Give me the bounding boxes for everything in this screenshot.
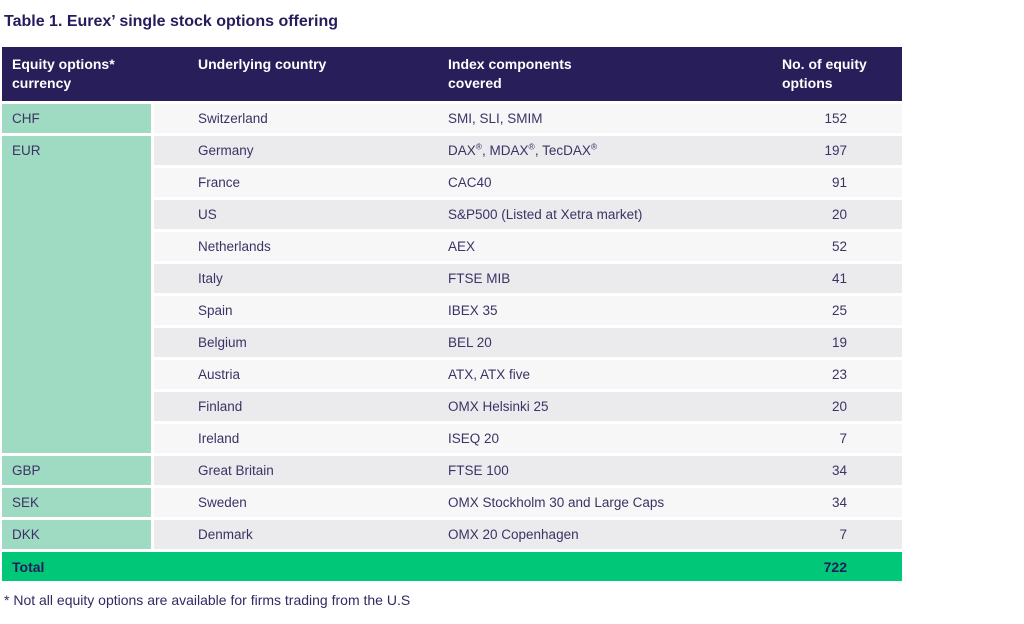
index-cell: OMX Stockholm 30 and Large Caps [448, 488, 782, 517]
header-count: No. of equity options [782, 47, 902, 101]
index-cell: OMX Helsinki 25 [448, 392, 782, 421]
header-currency: Equity options* currency [2, 47, 154, 101]
page: Table 1. Eurex’ single stock options off… [2, 13, 902, 608]
table-row: Finland OMX Helsinki 25 20 [2, 392, 902, 421]
index-cell: OMX 20 Copenhagen [448, 520, 782, 549]
currency-cell: SEK [2, 488, 154, 517]
table-row: Belgium BEL 20 19 [2, 328, 902, 357]
currency-cell: GBP [2, 456, 154, 485]
table-row: DKK Denmark OMX 20 Copenhagen 7 [2, 520, 902, 549]
currency-cell: EUR [2, 136, 154, 453]
count-cell: 7 [782, 520, 902, 549]
country-cell: France [154, 168, 448, 197]
currency-cell: CHF [2, 104, 154, 133]
index-cell: FTSE 100 [448, 456, 782, 485]
table-row: Italy FTSE MIB 41 [2, 264, 902, 293]
table-row: US S&P500 (Listed at Xetra market) 20 [2, 200, 902, 229]
index-cell: AEX [448, 232, 782, 261]
table-row: Ireland ISEQ 20 7 [2, 424, 902, 453]
count-cell: 34 [782, 456, 902, 485]
country-cell: Sweden [154, 488, 448, 517]
index-cell: BEL 20 [448, 328, 782, 357]
index-cell: ATX, ATX five [448, 360, 782, 389]
index-cell: SMI, SLI, SMIM [448, 104, 782, 133]
table-body: CHF Switzerland SMI, SLI, SMIM 152 EUR G… [2, 104, 902, 549]
table-footer: Total 722 [2, 552, 902, 581]
footnote: * Not all equity options are available f… [4, 592, 411, 608]
index-cell: FTSE MIB [448, 264, 782, 293]
table-title: Table 1. Eurex’ single stock options off… [4, 13, 338, 30]
header-row: Equity options* currency Underlying coun… [2, 47, 902, 101]
table-header: Equity options* currency Underlying coun… [2, 47, 902, 101]
country-cell: Austria [154, 360, 448, 389]
index-cell: ISEQ 20 [448, 424, 782, 453]
count-cell: 19 [782, 328, 902, 357]
count-cell: 25 [782, 296, 902, 325]
index-cell: DAX®, MDAX®, TecDAX® [448, 136, 782, 165]
count-cell: 52 [782, 232, 902, 261]
country-cell: Denmark [154, 520, 448, 549]
count-cell: 34 [782, 488, 902, 517]
currency-cell: DKK [2, 520, 154, 549]
header-index: Index components covered [448, 47, 782, 101]
count-cell: 7 [782, 424, 902, 453]
total-value-cell: 722 [782, 552, 902, 581]
table-row: SEK Sweden OMX Stockholm 30 and Large Ca… [2, 488, 902, 517]
table-row: GBP Great Britain FTSE 100 34 [2, 456, 902, 485]
index-cell: S&P500 (Listed at Xetra market) [448, 200, 782, 229]
table-row: EUR Germany DAX®, MDAX®, TecDAX® 197 [2, 136, 902, 453]
count-cell: 91 [782, 168, 902, 197]
table-row: France CAC40 91 [2, 168, 902, 197]
country-cell: Germany [154, 136, 448, 165]
table-row: CHF Switzerland SMI, SLI, SMIM 152 [2, 104, 902, 133]
count-cell: 41 [782, 264, 902, 293]
country-cell: Netherlands [154, 232, 448, 261]
country-cell: Great Britain [154, 456, 448, 485]
index-cell: IBEX 35 [448, 296, 782, 325]
table-row: Netherlands AEX 52 [2, 232, 902, 261]
count-cell: 23 [782, 360, 902, 389]
country-cell: Switzerland [154, 104, 448, 133]
count-cell: 152 [782, 104, 902, 133]
table-row: Spain IBEX 35 25 [2, 296, 902, 325]
count-cell: 20 [782, 392, 902, 421]
total-row: Total 722 [2, 552, 902, 581]
country-cell: Italy [154, 264, 448, 293]
country-cell: Finland [154, 392, 448, 421]
country-cell: Ireland [154, 424, 448, 453]
table-row: Austria ATX, ATX five 23 [2, 360, 902, 389]
total-label-cell: Total [2, 552, 782, 581]
count-cell: 197 [782, 136, 902, 165]
country-cell: Spain [154, 296, 448, 325]
options-table: Equity options* currency Underlying coun… [2, 44, 902, 584]
country-cell: Belgium [154, 328, 448, 357]
country-cell: US [154, 200, 448, 229]
index-cell: CAC40 [448, 168, 782, 197]
header-country: Underlying country [154, 47, 448, 101]
count-cell: 20 [782, 200, 902, 229]
